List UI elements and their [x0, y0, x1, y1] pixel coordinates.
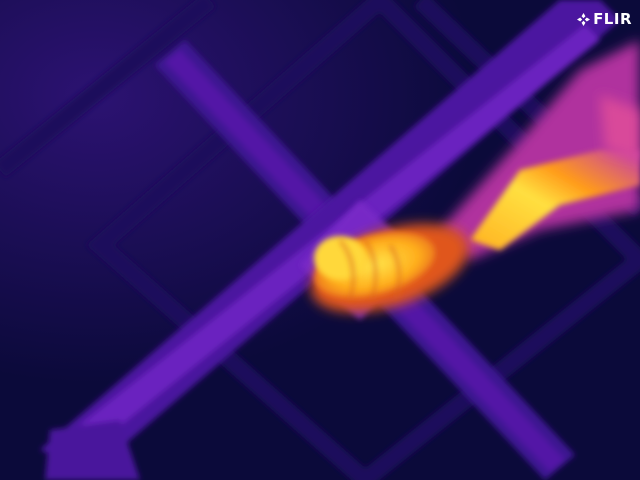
logo-text: FLIR — [593, 10, 632, 28]
arm — [440, 40, 640, 260]
hand — [311, 223, 469, 313]
flir-snowflake-icon — [577, 12, 591, 26]
flir-logo: FLIR — [577, 10, 632, 28]
